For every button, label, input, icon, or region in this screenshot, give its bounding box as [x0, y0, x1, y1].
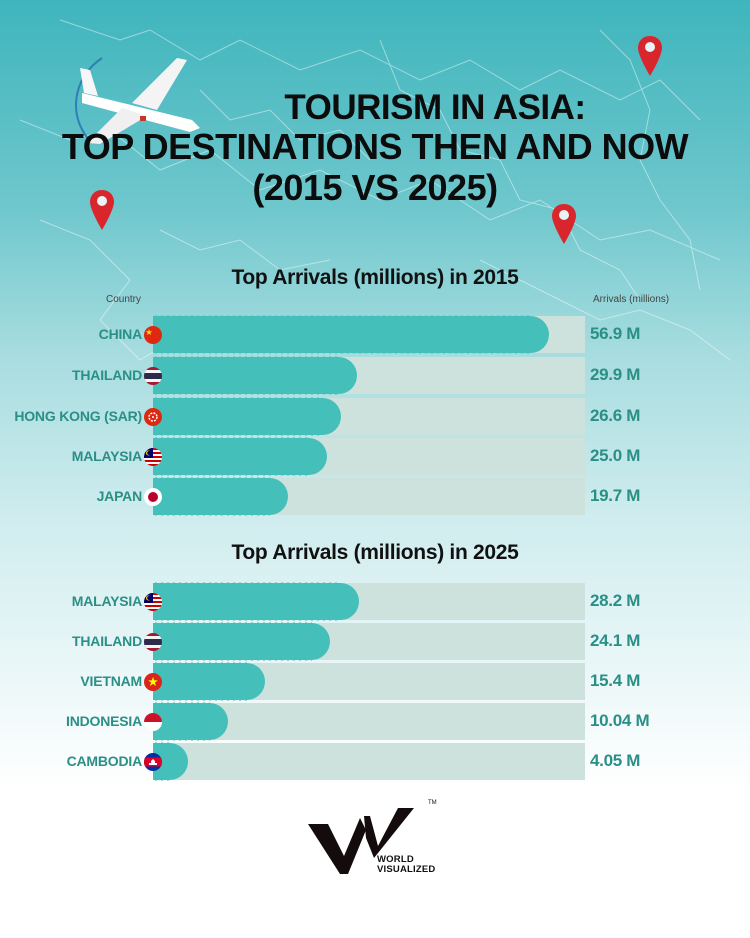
bar-fill — [153, 396, 341, 437]
malaysia-flag-icon — [144, 448, 162, 466]
bar-row-2015-china: CHINA 56.9 M — [0, 314, 750, 355]
country-label: CAMBODIA — [66, 753, 143, 769]
map-pin-icon — [90, 190, 114, 230]
map-pin-icon — [552, 204, 576, 244]
vietnam-flag-icon — [144, 673, 162, 691]
bar-track — [153, 743, 585, 780]
japan-flag-icon — [144, 488, 162, 506]
bar-row-2025-thailand: THAILAND 24.1 M — [0, 621, 750, 662]
value-label: 24.1 M — [590, 631, 641, 650]
value-label: 15.4 M — [590, 671, 641, 690]
indonesia-flag-icon — [144, 713, 162, 731]
country-label: CHINA — [98, 326, 143, 342]
value-label: 29.9 M — [590, 365, 641, 384]
value-label: 28.2 M — [590, 591, 641, 610]
logo-text-line-1: WORLD — [377, 854, 414, 865]
map-pin-icon — [638, 36, 662, 76]
bar-fill — [153, 476, 288, 517]
china-flag-icon — [144, 326, 162, 344]
bar-fill — [153, 701, 228, 742]
country-label: HONG KONG (SAR) — [14, 408, 142, 424]
thailand-flag-icon — [144, 367, 162, 385]
bar-row-2025-malaysia: MALAYSIA 28.2 M — [0, 581, 750, 622]
bar-row-2015-japan: JAPAN 19.7 M — [0, 476, 750, 517]
title-line-3: (2015 VS 2025) — [252, 166, 498, 208]
bar-row-2015-thailand: THAILAND 29.9 M — [0, 355, 750, 396]
page-title: TOURISM IN ASIA: TOP DESTINATIONS THEN A… — [0, 88, 750, 208]
value-label: 26.6 M — [590, 406, 641, 425]
bar-row-2025-vietnam: VIETNAM 15.4 M — [0, 661, 750, 702]
arrivals-column-header: Arrivals (millions) — [593, 294, 670, 305]
bar-row-2025-indonesia: INDONESIA 10.04 M — [0, 701, 750, 742]
bar-fill — [153, 581, 359, 622]
value-label: 25.0 M — [590, 446, 641, 465]
bar-fill — [153, 355, 357, 396]
country-label: INDONESIA — [66, 713, 142, 729]
country-column-header: Country — [106, 294, 142, 305]
value-label: 19.7 M — [590, 486, 641, 505]
logo-text: WORLD VISUALIZED — [377, 854, 436, 876]
country-label: VIETNAM — [80, 673, 142, 689]
trademark-symbol: TM — [428, 800, 437, 806]
bar-row-2025-cambodia: CAMBODIA 4.05 M — [0, 741, 750, 782]
bar-row-2015-malaysia: MALAYSIA 25.0 M — [0, 436, 750, 477]
value-label: 4.05 M — [590, 751, 641, 770]
country-label: THAILAND — [72, 367, 142, 383]
country-label: THAILAND — [72, 633, 142, 649]
country-label: MALAYSIA — [71, 593, 142, 609]
value-label: 56.9 M — [590, 324, 641, 343]
bar-fill — [153, 661, 265, 702]
thailand-flag-icon — [144, 633, 162, 651]
airplane-icon — [75, 57, 200, 144]
world-visualized-logo-icon — [308, 808, 414, 874]
cambodia-flag-icon — [144, 753, 162, 771]
bar-row-2015-hong-kong: HONG KONG (SAR) 26.6 M — [0, 396, 750, 437]
country-label: MALAYSIA — [71, 448, 142, 464]
logo-text-line-2: VISUALIZED — [377, 864, 436, 876]
bar-fill — [153, 621, 330, 662]
chart-2025-title: Top Arrivals (millions) in 2025 — [231, 541, 519, 564]
title-line-2: TOP DESTINATIONS THEN AND NOW — [61, 126, 689, 168]
chart-2015-title: Top Arrivals (millions) in 2015 — [231, 266, 519, 289]
bar-fill — [153, 314, 549, 355]
bar-fill — [153, 436, 327, 477]
country-label: JAPAN — [96, 488, 143, 504]
hong-kong-flag-icon — [144, 408, 162, 426]
title-line-1: TOURISM IN ASIA: — [284, 88, 586, 127]
malaysia-flag-icon — [144, 593, 162, 611]
value-label: 10.04 M — [590, 711, 650, 730]
